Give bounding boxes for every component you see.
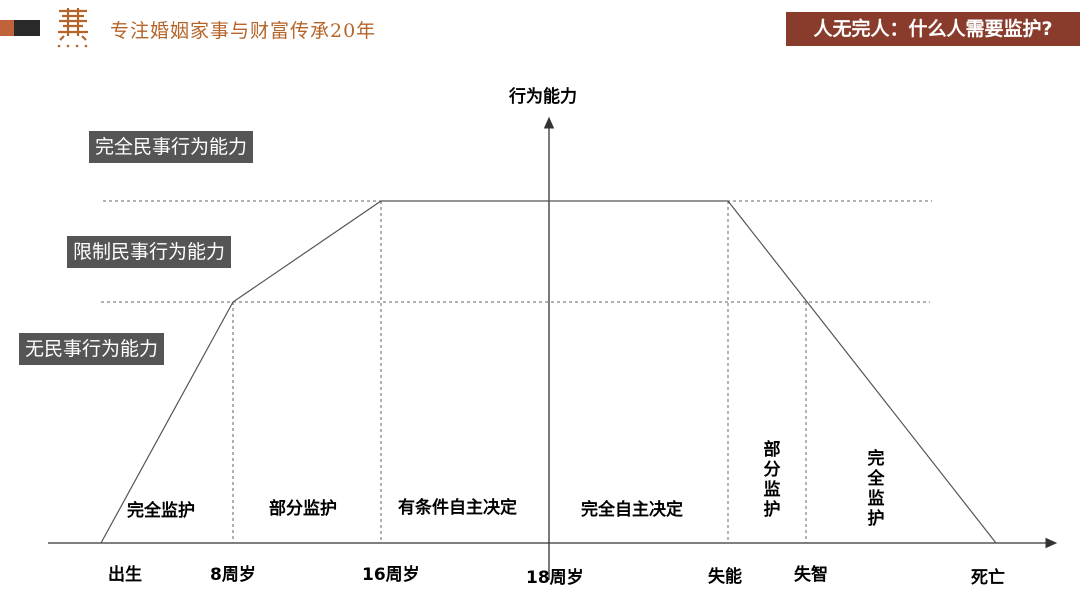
law-firm-logo-icon	[50, 6, 96, 50]
no-capacity-label: 无民事行为能力	[19, 333, 165, 365]
stage-full-guardianship: 完全监护	[127, 501, 195, 521]
milestone-dementia: 失智	[794, 565, 828, 585]
milestone-birth: 出生	[108, 565, 142, 585]
full-capacity-label: 完全民事行为能力	[89, 131, 254, 163]
page-title: 人无完人：什么人需要监护?	[786, 12, 1080, 46]
stage-full-autonomy: 完全自主决定	[581, 500, 683, 520]
milestone-age-16: 16周岁	[362, 565, 420, 585]
header-accent-bar	[0, 20, 40, 36]
stage-partial-guardianship-late: 部分监护	[763, 440, 781, 520]
milestone-death: 死亡	[971, 568, 1005, 588]
stage-conditional-autonomy: 有条件自主决定	[398, 498, 517, 518]
milestone-age-18: 18周岁	[526, 568, 584, 588]
capacity-curve	[100, 200, 997, 544]
limited-capacity-label: 限制民事行为能力	[67, 236, 232, 268]
milestone-age-8: 8周岁	[210, 565, 256, 585]
milestone-disability: 失能	[708, 567, 742, 587]
stage-partial-guardianship: 部分监护	[269, 499, 337, 519]
stage-full-guardianship-late: 完全监护	[867, 449, 885, 529]
firm-tagline: 专注婚姻家事与财富传承20年	[110, 20, 377, 42]
y-axis-label: 行为能力	[509, 87, 577, 107]
